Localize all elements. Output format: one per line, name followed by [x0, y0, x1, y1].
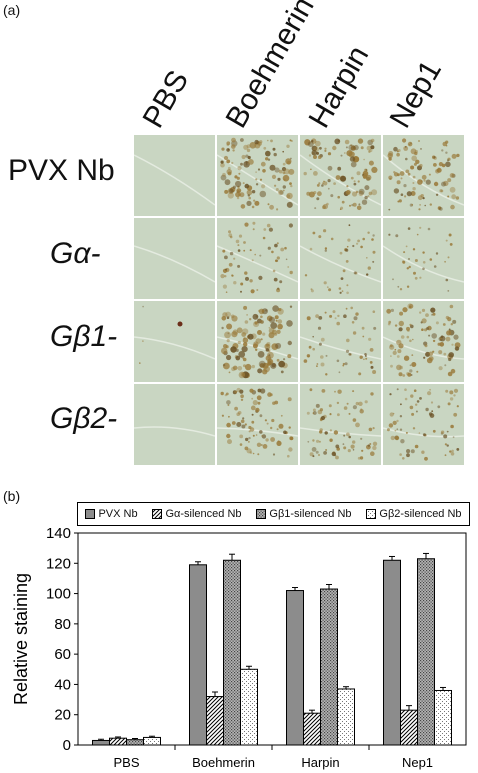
bar: [189, 564, 207, 746]
y-tick-label: 40: [54, 676, 71, 693]
x-tick-label: PBS: [113, 755, 139, 770]
leaf-image: [217, 384, 298, 465]
leaf-image: [383, 135, 464, 216]
legend-label-gbeta1: Gβ1-silenced Nb: [269, 508, 352, 520]
panel-b-label: (b): [3, 488, 21, 504]
leaf-image: [383, 218, 464, 299]
bar: [223, 559, 241, 746]
panel-a-label: (a): [3, 2, 21, 18]
bar: [206, 696, 224, 746]
row-label-gbeta1: Gβ1-: [50, 320, 118, 353]
bar: [337, 688, 355, 746]
bar: [92, 739, 110, 746]
leaf-image: [217, 301, 298, 382]
chart-legend: PVX Nb Gα-silenced Nb Gβ1-silenced Nb Gβ…: [77, 502, 470, 526]
bar: [126, 739, 144, 746]
bar: [286, 590, 304, 746]
legend-label-pvx: PVX Nb: [98, 508, 138, 520]
row-label-pvx-nb: PVX Nb: [8, 154, 115, 187]
y-tick-label: 60: [54, 646, 71, 663]
leaf-image: [300, 301, 381, 382]
column-label-harpin: Harpin: [302, 40, 376, 134]
y-tick-label: 100: [46, 586, 71, 603]
legend-label-gbeta2: Gβ2-silenced Nb: [379, 508, 462, 520]
y-tick-label: 120: [46, 555, 71, 572]
legend-swatch-gbeta1: [256, 509, 267, 519]
x-tick-label: Boehmerin: [192, 755, 255, 770]
row-label-gbeta2: Gβ2-: [50, 402, 118, 435]
y-tick-label: 20: [54, 707, 71, 724]
legend-item-gbeta2: Gβ2-silenced Nb: [366, 508, 462, 520]
leaf-image: [217, 218, 298, 299]
leaf-image: [134, 135, 215, 216]
row-label-galpha: Gα-: [50, 237, 101, 270]
bar: [434, 689, 452, 746]
leaf-image: [134, 218, 215, 299]
x-tick-label: Harpin: [301, 755, 339, 770]
y-tick-label: 140: [46, 525, 71, 542]
legend-swatch-gbeta2: [366, 509, 377, 519]
bar: [320, 588, 338, 746]
y-axis-label: Relative staining: [11, 573, 31, 705]
column-label-nep1: Nep1: [383, 54, 448, 134]
legend-item-galpha: Gα-silenced Nb: [152, 508, 242, 520]
leaf-image: [300, 384, 381, 465]
leaf-image: [383, 301, 464, 382]
y-tick-label: 80: [54, 616, 71, 633]
bar: [400, 709, 418, 746]
leaf-image: [300, 218, 381, 299]
leaf-image: [383, 384, 464, 465]
leaf-image: [300, 135, 381, 216]
legend-label-galpha: Gα-silenced Nb: [165, 508, 242, 520]
x-tick-label: Nep1: [402, 755, 433, 770]
bar: [109, 737, 127, 746]
legend-swatch-galpha: [152, 509, 163, 519]
bar: [417, 558, 435, 746]
bar-chart: 0 20 40 60 80 100 120 140 Relative staining PBS Bo…: [11, 525, 467, 770]
bar: [143, 736, 161, 746]
legend-swatch-pvx: [85, 509, 96, 519]
legend-item-gbeta1: Gβ1-silenced Nb: [256, 508, 352, 520]
legend-item-pvx: PVX Nb: [85, 508, 138, 520]
leaf-image: [134, 384, 215, 465]
column-label-pbs: PBS: [136, 65, 196, 134]
bar: [383, 559, 401, 746]
bar: [303, 712, 321, 746]
leaf-image: [134, 301, 215, 382]
leaf-image: [217, 135, 298, 216]
y-tick-label: 0: [63, 737, 71, 754]
bar: [240, 668, 258, 746]
